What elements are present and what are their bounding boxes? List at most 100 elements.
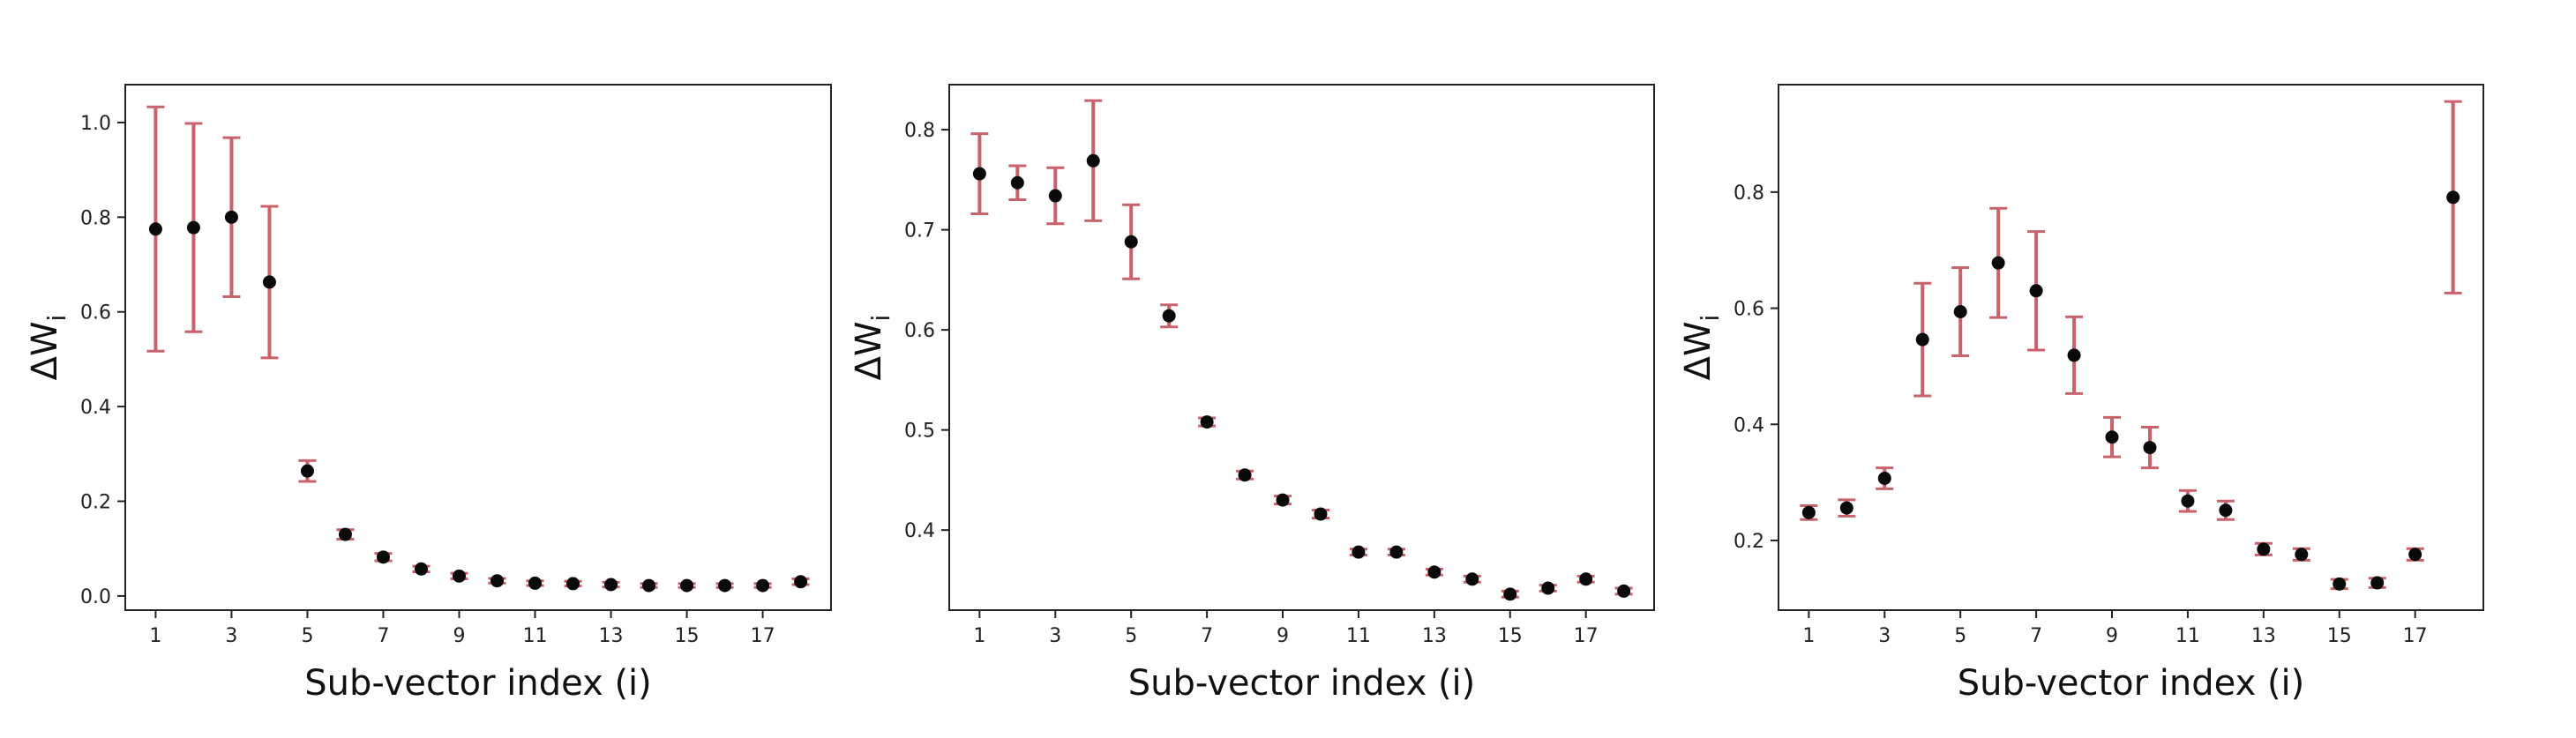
x-tick-label: 5 <box>301 625 313 647</box>
x-tick-label: 7 <box>1201 625 1213 647</box>
data-point <box>2105 430 2119 444</box>
data-point <box>1953 304 1967 318</box>
y-tick-label: 0.2 <box>1734 531 1764 553</box>
data-point <box>2181 494 2195 508</box>
data-point <box>1877 472 1891 486</box>
y-tick-label: 0.4 <box>1734 414 1764 436</box>
data-point <box>338 527 352 541</box>
data-point <box>642 578 656 593</box>
data-point <box>756 578 770 593</box>
data-point <box>2219 503 2233 518</box>
data-point <box>1200 415 1214 429</box>
x-tick-label: 7 <box>2030 625 2042 647</box>
data-point <box>1048 189 1062 203</box>
data-point <box>376 550 390 564</box>
y-tick-label: 1.0 <box>80 113 111 135</box>
x-tick-label: 17 <box>1574 625 1599 647</box>
chart-panel-1: 1 3 5 7 9 11 13 15 170.00.20.40.60.81.0Sub-vecto… <box>25 84 832 704</box>
data-point <box>1124 235 1138 249</box>
x-tick-label: 11 <box>1346 625 1371 647</box>
data-point <box>1162 309 1176 323</box>
x-tick-label: 13 <box>2251 625 2276 647</box>
data-point <box>2333 577 2347 591</box>
x-tick-label: 9 <box>453 625 465 647</box>
data-point <box>604 578 618 592</box>
y-tick-label: 0.8 <box>80 207 111 229</box>
data-point <box>1389 545 1404 559</box>
data-point <box>1314 507 1328 521</box>
y-axis-label-subscript: i <box>42 315 71 322</box>
y-axis-label-subscript: i <box>1696 315 1725 322</box>
x-axis-label: Sub-vector index (i) <box>1958 663 2305 704</box>
data-point <box>2408 548 2422 562</box>
data-point <box>1427 565 1442 579</box>
data-point <box>1579 572 1593 586</box>
plot-frame <box>948 84 1655 611</box>
y-axis-label-main: ΔW <box>25 321 65 380</box>
data-point <box>680 578 694 593</box>
data-point <box>2143 441 2157 455</box>
data-point <box>566 577 580 591</box>
x-tick-label: 13 <box>599 625 624 647</box>
x-tick-label: 11 <box>523 625 548 647</box>
x-tick-label: 3 <box>225 625 237 647</box>
plot-frame <box>1778 84 2484 611</box>
y-tick-label: 0.4 <box>904 520 935 542</box>
data-point <box>452 569 466 583</box>
data-point <box>1915 332 1929 347</box>
data-point <box>1238 468 1252 482</box>
x-tick-label: 13 <box>1422 625 1447 647</box>
data-point <box>224 210 238 224</box>
x-tick-label: 9 <box>1277 625 1289 647</box>
data-point <box>972 167 986 181</box>
data-point <box>1801 505 1816 519</box>
data-point <box>262 275 276 289</box>
y-tick-label: 0.2 <box>80 492 111 514</box>
x-tick-label: 3 <box>1878 625 1891 647</box>
x-tick-label: 15 <box>2327 625 2352 647</box>
x-tick-label: 9 <box>2106 625 2118 647</box>
data-point <box>186 220 200 235</box>
y-tick-label: 0.4 <box>80 397 111 419</box>
x-tick-label: 3 <box>1049 625 1061 647</box>
x-tick-label: 1 <box>1802 625 1815 647</box>
data-point <box>1839 501 1853 515</box>
data-point <box>414 562 428 576</box>
x-axis-label: Sub-vector index (i) <box>1128 663 1476 704</box>
data-point <box>528 576 543 590</box>
y-tick-label: 0.8 <box>904 120 935 142</box>
data-point <box>794 575 808 589</box>
data-point <box>1276 493 1290 507</box>
data-point <box>2370 576 2385 590</box>
data-point <box>1352 545 1366 559</box>
x-tick-label: 5 <box>1125 625 1137 647</box>
y-axis-label: ΔWi <box>849 315 895 381</box>
y-axis-label: ΔWi <box>1678 315 1725 381</box>
y-axis-label-main: ΔW <box>849 321 889 380</box>
y-tick-label: 0.5 <box>904 421 935 443</box>
data-point <box>1541 581 1555 595</box>
data-point <box>1991 256 2005 270</box>
data-point <box>1465 572 1479 586</box>
x-axis-label: Sub-vector index (i) <box>304 663 652 704</box>
y-axis-label-subscript: i <box>866 315 895 322</box>
y-tick-label: 0.6 <box>904 320 935 342</box>
data-point <box>2029 284 2043 298</box>
x-tick-label: 1 <box>149 625 161 647</box>
data-point <box>148 222 162 236</box>
data-point <box>490 574 505 588</box>
y-axis-label-main: ΔW <box>1678 321 1719 380</box>
data-point <box>300 464 314 478</box>
data-point <box>2067 348 2081 362</box>
data-point <box>1503 587 1517 601</box>
data-point <box>1617 584 1631 598</box>
x-tick-label: 17 <box>2403 625 2428 647</box>
y-tick-label: 0.0 <box>80 586 111 608</box>
x-tick-label: 1 <box>973 625 985 647</box>
data-point <box>2257 542 2271 556</box>
x-tick-label: 15 <box>1498 625 1523 647</box>
data-point <box>718 578 732 593</box>
